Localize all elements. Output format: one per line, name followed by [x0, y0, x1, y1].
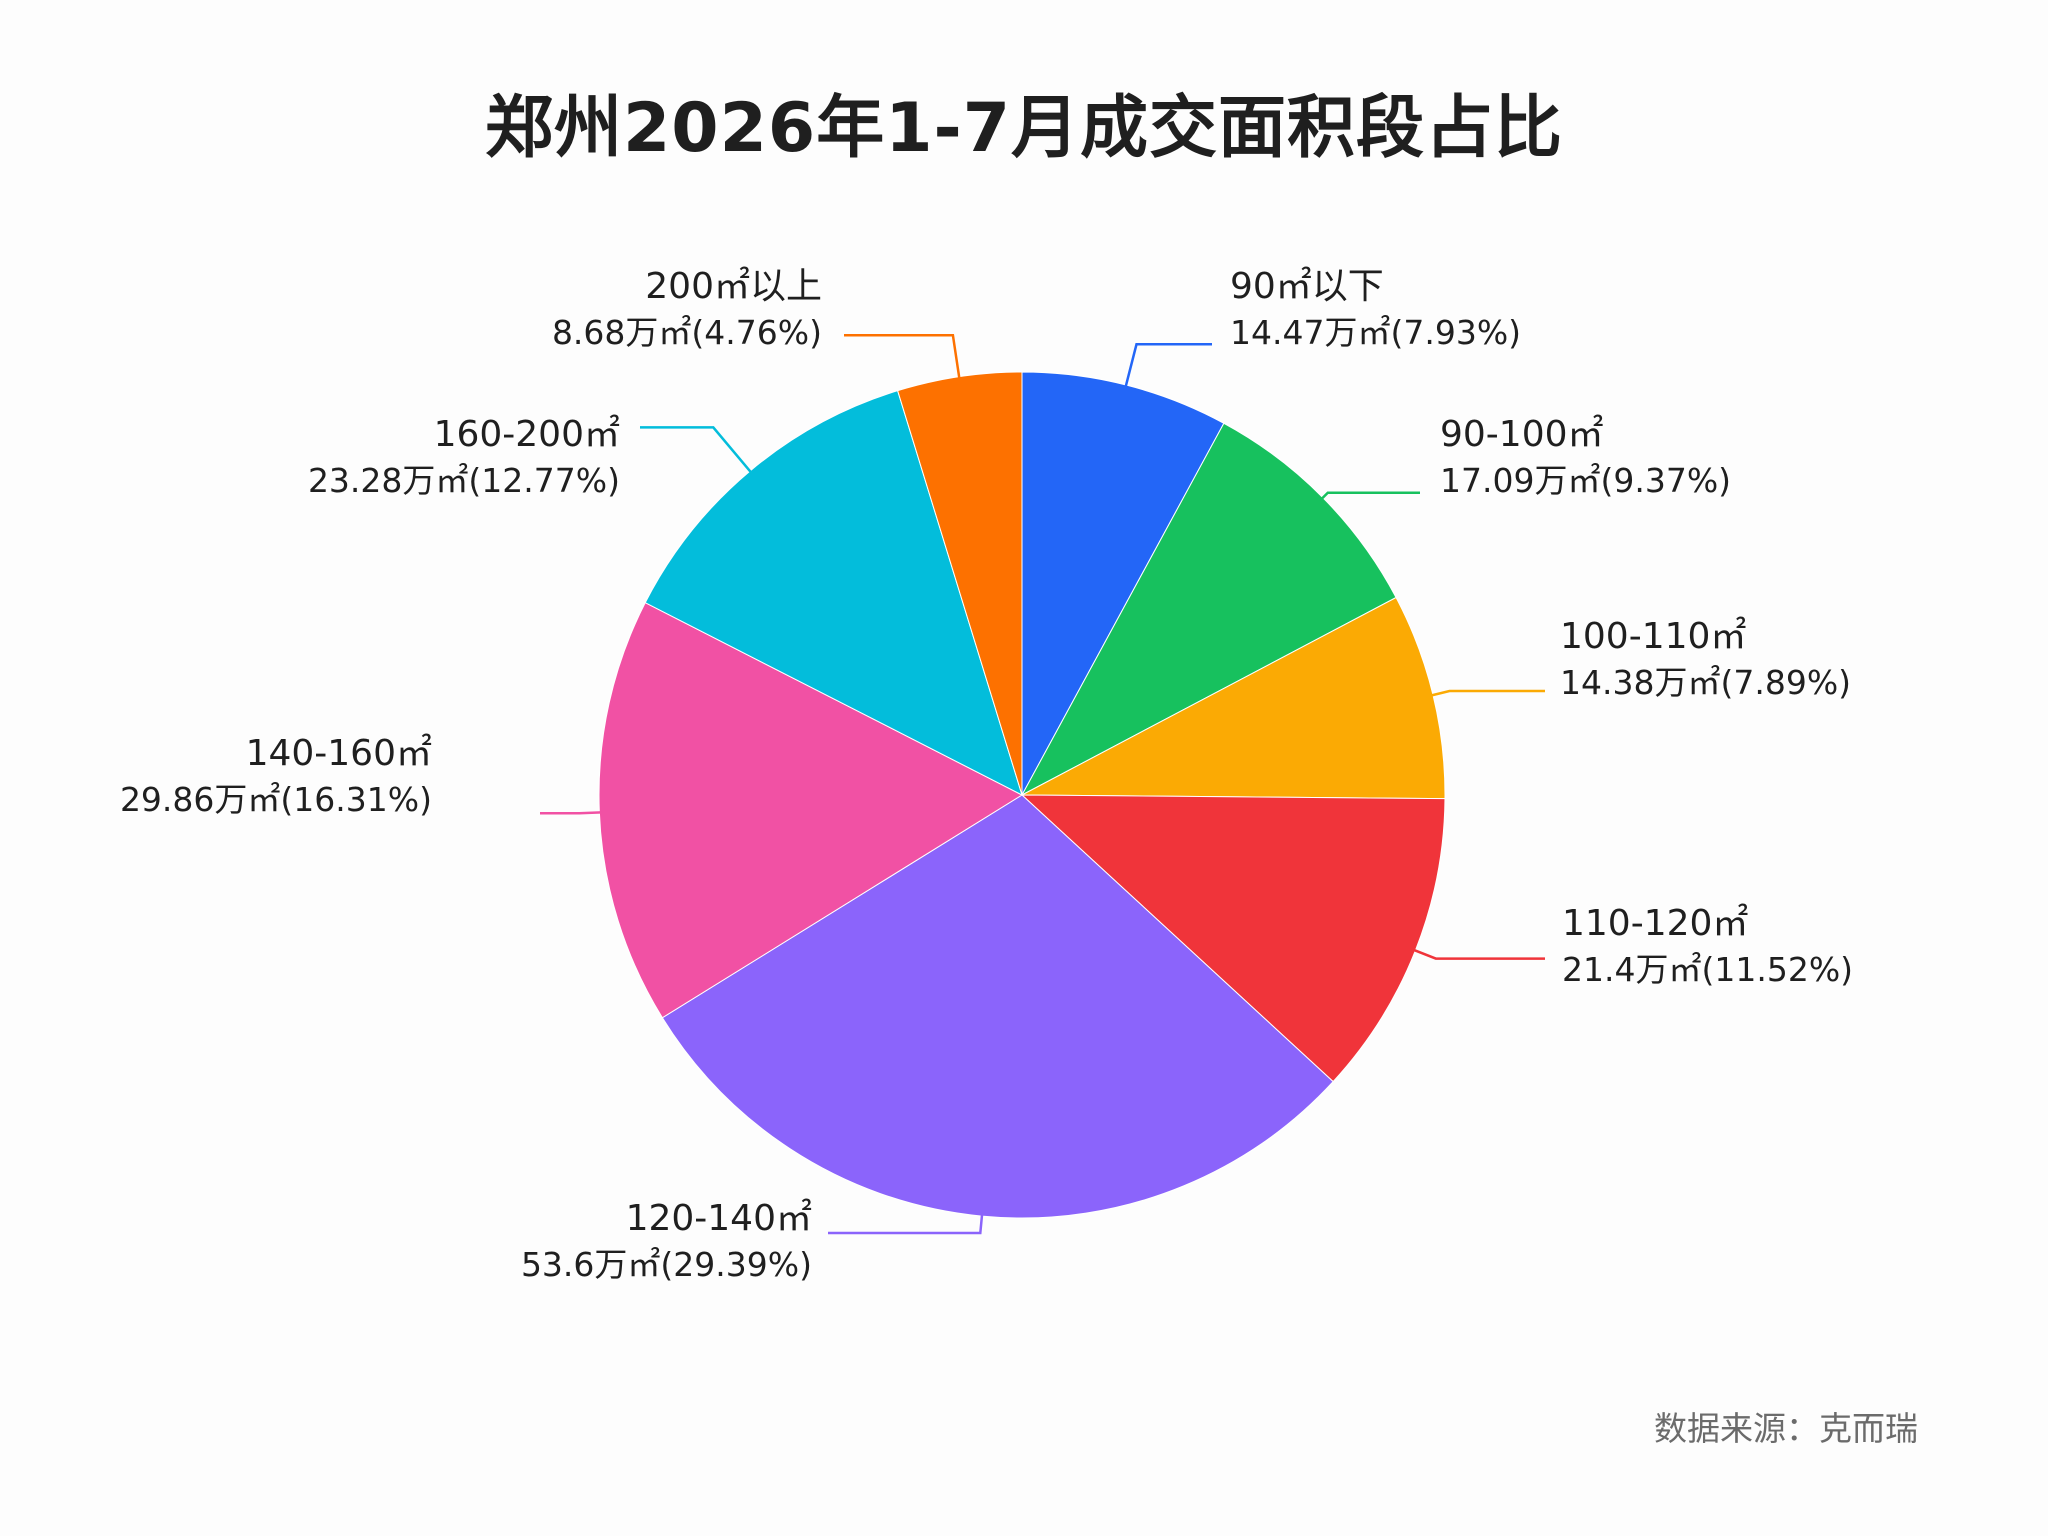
slice-label: 110-120㎡: [1562, 902, 1748, 944]
source-note: 数据来源：克而瑞: [1654, 1409, 1918, 1448]
slice-label: 140-160㎡: [246, 732, 432, 774]
pie-labels: 90㎡以下 14.47万㎡(7.93%) 90-100㎡ 17.09万㎡(9.37%)…: [120, 265, 1853, 1284]
leader-line: [1320, 491, 1420, 500]
leader-line: [844, 333, 961, 379]
leader-line: [828, 1213, 984, 1235]
slice-value-label: 21.4万㎡(11.52%): [1562, 950, 1853, 989]
slice-label: 100-110㎡: [1560, 615, 1746, 657]
leader-line: [640, 426, 753, 474]
leader-line: [1124, 343, 1212, 388]
slice-value-label: 23.28万㎡(12.77%): [308, 461, 620, 500]
slice-value-label: 17.09万㎡(9.37%): [1440, 461, 1731, 500]
slice-value-label: 29.86万㎡(16.31%): [120, 780, 432, 819]
slice-label: 90㎡以下: [1230, 265, 1384, 307]
slice-label: 200㎡以上: [645, 265, 822, 307]
slice-value-label: 8.68万㎡(4.76%): [552, 313, 822, 352]
slice-label: 90-100㎡: [1440, 413, 1604, 455]
leader-line: [1430, 689, 1545, 697]
leader-line: [540, 811, 602, 815]
slice-value-label: 53.6万㎡(29.39%): [521, 1245, 812, 1284]
slice-value-label: 14.47万㎡(7.93%): [1230, 313, 1521, 352]
leader-line: [1413, 948, 1545, 960]
chart-title: 郑州2026年1-7月成交面积段占比: [484, 89, 1564, 168]
pie-slices: [598, 371, 1446, 1219]
slice-label: 120-140㎡: [626, 1197, 812, 1239]
slice-label: 160-200㎡: [434, 413, 620, 455]
slice-value-label: 14.38万㎡(7.89%): [1560, 663, 1851, 702]
